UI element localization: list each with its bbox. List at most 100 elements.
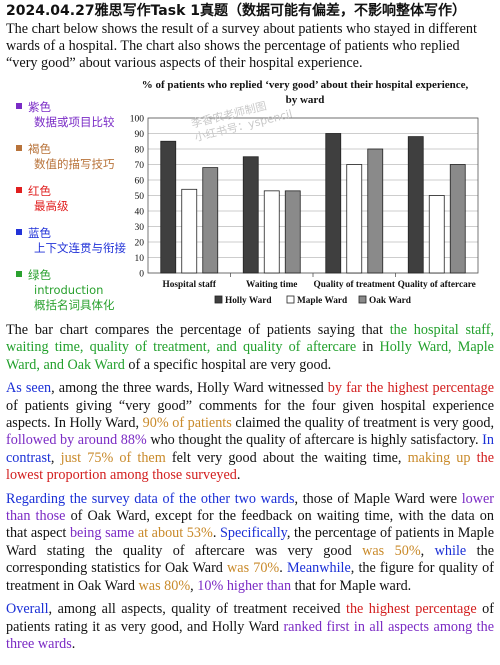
text-run: was 70% (227, 560, 280, 577)
essay-paragraph: Regarding the survey data of the other t… (6, 491, 494, 595)
text-run: The bar chart compares the percentage of… (6, 322, 390, 338)
page-title: 2024.04.27雅思写作Task 1真题（数据可能有偏差，不影响整体写作） (6, 3, 467, 19)
y-tick-label: 0 (139, 270, 144, 280)
text-run: the lowest proportion (6, 449, 494, 484)
text-run: of Oak Ward, except for the feedback on … (6, 508, 494, 542)
green-square-icon (16, 271, 22, 277)
text-run: . (71, 635, 76, 652)
legend-swatch (214, 295, 223, 304)
text-run: the corresponding statistics for Oak War… (6, 542, 494, 577)
bar (284, 190, 301, 274)
x-tick-label: Waiting time (246, 280, 297, 290)
text-run: who thought the quality of aftercare is … (146, 432, 483, 449)
text-run: , (50, 449, 61, 466)
task-prompt: The chart below shows the result of a su… (6, 21, 494, 72)
y-tick-label: 100 (130, 115, 145, 125)
legend-swatch (286, 295, 295, 304)
legend-label: Holly Ward (225, 296, 272, 306)
legend-label: Oak Ward (369, 296, 412, 306)
legend-desc: introduction (34, 283, 104, 297)
text-run: claimed the quality of treatment is very… (231, 415, 495, 432)
task-prompt-text: The chart below shows the result of a su… (6, 21, 477, 71)
bar (367, 148, 384, 274)
text-run: among those surveyed (110, 467, 237, 484)
legend-desc: 数据或项目比较 (34, 115, 115, 129)
text-run: was 50% (362, 542, 421, 559)
bar (325, 133, 342, 274)
purple-square-icon (16, 103, 22, 109)
legend-desc: 最高级 (34, 199, 69, 213)
legend-desc: 数值的描写技巧 (34, 157, 115, 171)
text-run: of a specific hospital are very good. (124, 356, 332, 373)
y-tick-label: 20 (135, 239, 145, 249)
bar (160, 140, 177, 274)
text-run: Specifically (219, 525, 287, 542)
text-run: , among all aspects, quality of treatmen… (48, 601, 346, 618)
text-run: , among the three wards, Holly Ward witn… (51, 380, 328, 397)
text-run: ranked first in all aspects among the th… (6, 618, 494, 652)
bar (181, 188, 198, 274)
text-run: of patients giving “very good” comments … (6, 397, 494, 432)
text-run: by far the highest percentage (327, 380, 494, 397)
text-run: In contrast (6, 432, 494, 466)
legend-item-brown: 褐色 数值的描写技巧 (16, 142, 146, 172)
legend-name: 紫色 (28, 100, 51, 114)
legend-label: Maple Ward (297, 296, 348, 306)
text-run: felt very good about the waiting time, (165, 449, 408, 466)
legend-name: 蓝色 (28, 226, 51, 240)
text-run: was 80% (138, 577, 191, 594)
bar (449, 164, 466, 274)
legend-desc: 上下文连贯与衔接 (34, 241, 126, 255)
y-tick-label: 40 (135, 208, 145, 218)
blue-square-icon (16, 229, 22, 235)
y-tick-label: 30 (135, 223, 145, 233)
essay-body: The bar chart compares the percentage of… (6, 322, 494, 659)
text-run: of patients rating it as very good, and … (6, 601, 494, 635)
brown-square-icon (16, 145, 22, 151)
text-run: the highest percentage (346, 601, 477, 618)
text-run: Holly Ward, Maple Ward, and Oak Ward (6, 339, 494, 373)
y-tick-label: 60 (135, 177, 145, 187)
text-run: Regarding the survey data of the other t… (6, 490, 295, 507)
bar (407, 136, 424, 274)
y-tick-label: 10 (135, 254, 145, 264)
red-square-icon (16, 187, 22, 193)
text-run: the hospital staff, waiting time, qualit… (6, 322, 494, 356)
legend-item-blue: 蓝色 上下文连贯与衔接 (16, 226, 146, 256)
essay-paragraph: Overall, among all aspects, quality of t… (6, 601, 494, 653)
x-tick-label: Quality of aftercare (398, 280, 476, 290)
text-run: . (279, 560, 287, 577)
text-run: in (356, 339, 380, 356)
essay-paragraph: The bar chart compares the percentage of… (6, 322, 494, 374)
bar (202, 167, 219, 274)
essay-paragraph: As seen, among the three wards, Holly Wa… (6, 380, 494, 484)
y-tick-label: 50 (135, 192, 145, 202)
text-run: . (236, 467, 241, 484)
y-tick-label: 90 (135, 130, 145, 140)
text-run: , (190, 577, 198, 594)
x-tick-label: Quality of treatment (314, 280, 396, 290)
y-tick-label: 70 (135, 161, 145, 171)
y-tick-label: 80 (135, 146, 145, 156)
text-run: , those of Maple Ward were (294, 490, 462, 507)
chart-title: % of patients who replied ‘very good’ ab… (141, 79, 469, 106)
text-run: 90% of patients (142, 415, 232, 432)
text-run: Meanwhile (286, 560, 351, 577)
x-tick-label: Hospital staff (163, 280, 217, 290)
text-run: . (212, 525, 220, 542)
text-run: Overall (6, 601, 49, 618)
legend-item-red: 红色 最高级 (16, 184, 146, 214)
legend-name: 褐色 (28, 142, 51, 156)
bar (263, 190, 280, 274)
bar (428, 195, 445, 274)
color-legend: 紫色 数据或项目比较 褐色 数值的描写技巧 红色 最高级 蓝色 上下文连贯与衔接… (16, 100, 146, 325)
text-run: that for Maple ward. (291, 577, 412, 594)
text-run: , (420, 542, 435, 559)
text-run: 10% higher than (197, 577, 292, 594)
text-run: lower than those (6, 490, 494, 525)
text-run: , the figure for quality of treatment in… (6, 560, 494, 594)
text-run: As seen (6, 380, 52, 397)
bar-chart: 0 10 20 30 40 50 60 70 80 90 100 Hospital staff Wait… (130, 115, 479, 306)
bar (346, 164, 363, 274)
legend-name: 绿色 (28, 268, 51, 282)
